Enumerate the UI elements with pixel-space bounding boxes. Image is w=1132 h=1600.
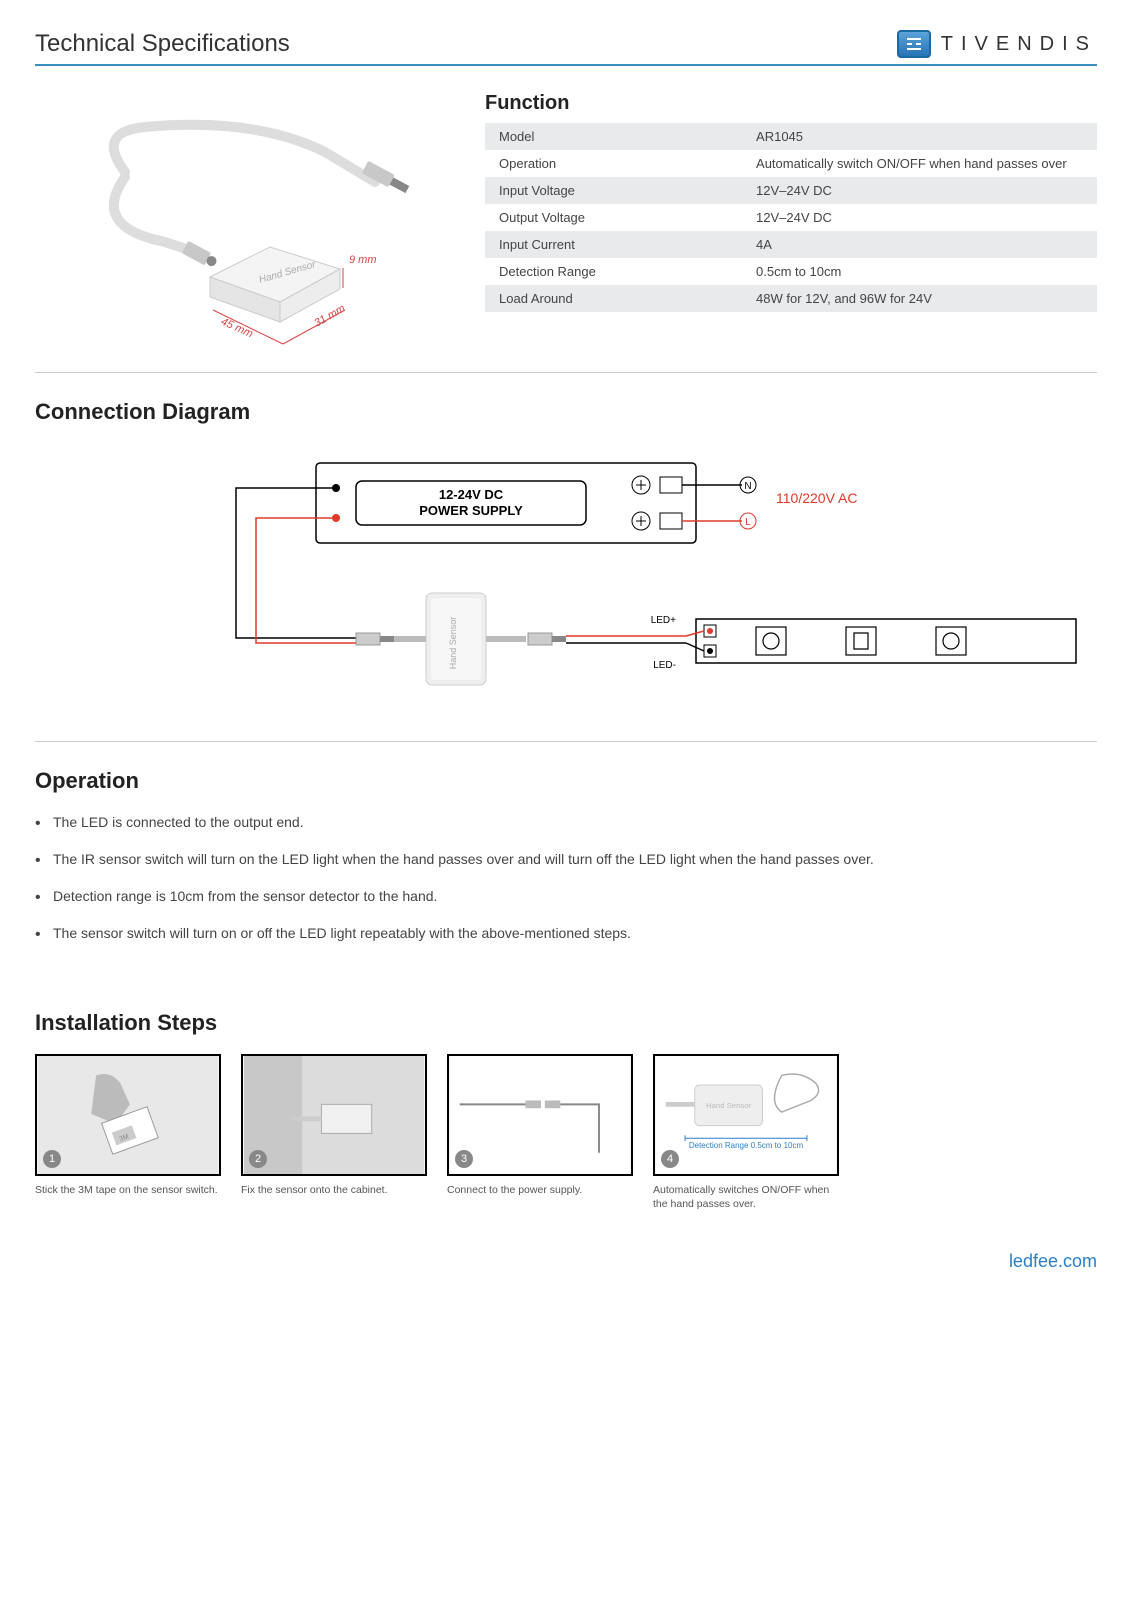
table-row: Load Around48W for 12V, and 96W for 24V bbox=[485, 285, 1097, 312]
header: Technical Specifications TIVENDIS bbox=[35, 30, 1097, 58]
table-row: Detection Range0.5cm to 10cm bbox=[485, 258, 1097, 285]
dim-height: 9 mm bbox=[349, 254, 377, 266]
title-underline bbox=[35, 64, 1097, 66]
table-row: Input Current4A bbox=[485, 231, 1097, 258]
list-item: Detection range is 10cm from the sensor … bbox=[35, 886, 1097, 907]
svg-text:LED-: LED- bbox=[653, 660, 676, 671]
list-item: The sensor switch will turn on or off th… bbox=[35, 923, 1097, 944]
installation-heading: Installation Steps bbox=[35, 1010, 1097, 1036]
install-step-1: 3M 1 Stick the 3M tape on the sensor swi… bbox=[35, 1054, 221, 1211]
list-item: The IR sensor switch will turn on the LE… bbox=[35, 849, 1097, 870]
step-badge: 1 bbox=[43, 1150, 61, 1168]
function-title: Function bbox=[485, 92, 1097, 115]
footer-link[interactable]: ledfee.com bbox=[0, 1231, 1132, 1282]
table-row: ModelAR1045 bbox=[485, 123, 1097, 150]
connection-heading: Connection Diagram bbox=[35, 399, 1097, 425]
logo-icon bbox=[897, 30, 931, 58]
step-badge: 4 bbox=[661, 1150, 679, 1168]
brand-logo: TIVENDIS bbox=[897, 30, 1097, 58]
brand-name: TIVENDIS bbox=[941, 33, 1097, 56]
list-item: The LED is connected to the output end. bbox=[35, 812, 1097, 833]
install-caption: Connect to the power supply. bbox=[447, 1184, 633, 1198]
separator bbox=[35, 372, 1097, 373]
page-title: Technical Specifications bbox=[35, 30, 290, 58]
svg-text:POWER SUPPLY: POWER SUPPLY bbox=[419, 503, 523, 518]
spec-table: ModelAR1045 OperationAutomatically switc… bbox=[485, 123, 1097, 312]
svg-text:N: N bbox=[744, 481, 751, 492]
installation-steps: 3M 1 Stick the 3M tape on the sensor swi… bbox=[35, 1054, 1097, 1211]
separator bbox=[35, 741, 1097, 742]
install-caption: Fix the sensor onto the cabinet. bbox=[241, 1184, 427, 1198]
install-caption: Stick the 3M tape on the sensor switch. bbox=[35, 1184, 221, 1198]
psu-label: 12-24V DC bbox=[439, 487, 504, 502]
install-step-4: Hand Sensor Detection Range 0.5cm to 10c… bbox=[653, 1054, 839, 1211]
install-step-3: 3 Connect to the power supply. bbox=[447, 1054, 633, 1211]
function-panel: Function ModelAR1045 OperationAutomatica… bbox=[485, 92, 1097, 352]
table-row: Input Voltage12V–24V DC bbox=[485, 177, 1097, 204]
ac-label: 110/220V AC bbox=[776, 490, 857, 506]
install-caption: Automatically switches ON/OFF when the h… bbox=[653, 1184, 839, 1211]
table-row: OperationAutomatically switch ON/OFF whe… bbox=[485, 150, 1097, 177]
svg-text:LED+: LED+ bbox=[651, 615, 676, 626]
svg-text:L: L bbox=[745, 517, 751, 528]
connection-diagram: 12-24V DC POWER SUPPLY N L 110/220V AC bbox=[35, 443, 1097, 723]
operation-heading: Operation bbox=[35, 768, 1097, 794]
step-badge: 3 bbox=[455, 1150, 473, 1168]
detection-range-label: Detection Range 0.5cm to 10cm bbox=[689, 1141, 803, 1150]
svg-text:Hand Sensor: Hand Sensor bbox=[448, 617, 458, 670]
product-image: Hand Sensor 45 mm 31 mm 9 mm bbox=[35, 92, 455, 352]
install-step-2: 2 Fix the sensor onto the cabinet. bbox=[241, 1054, 427, 1211]
svg-text:Hand Sensor: Hand Sensor bbox=[706, 1101, 751, 1110]
operation-list: The LED is connected to the output end. … bbox=[35, 812, 1097, 944]
step-badge: 2 bbox=[249, 1150, 267, 1168]
table-row: Output Voltage12V–24V DC bbox=[485, 204, 1097, 231]
